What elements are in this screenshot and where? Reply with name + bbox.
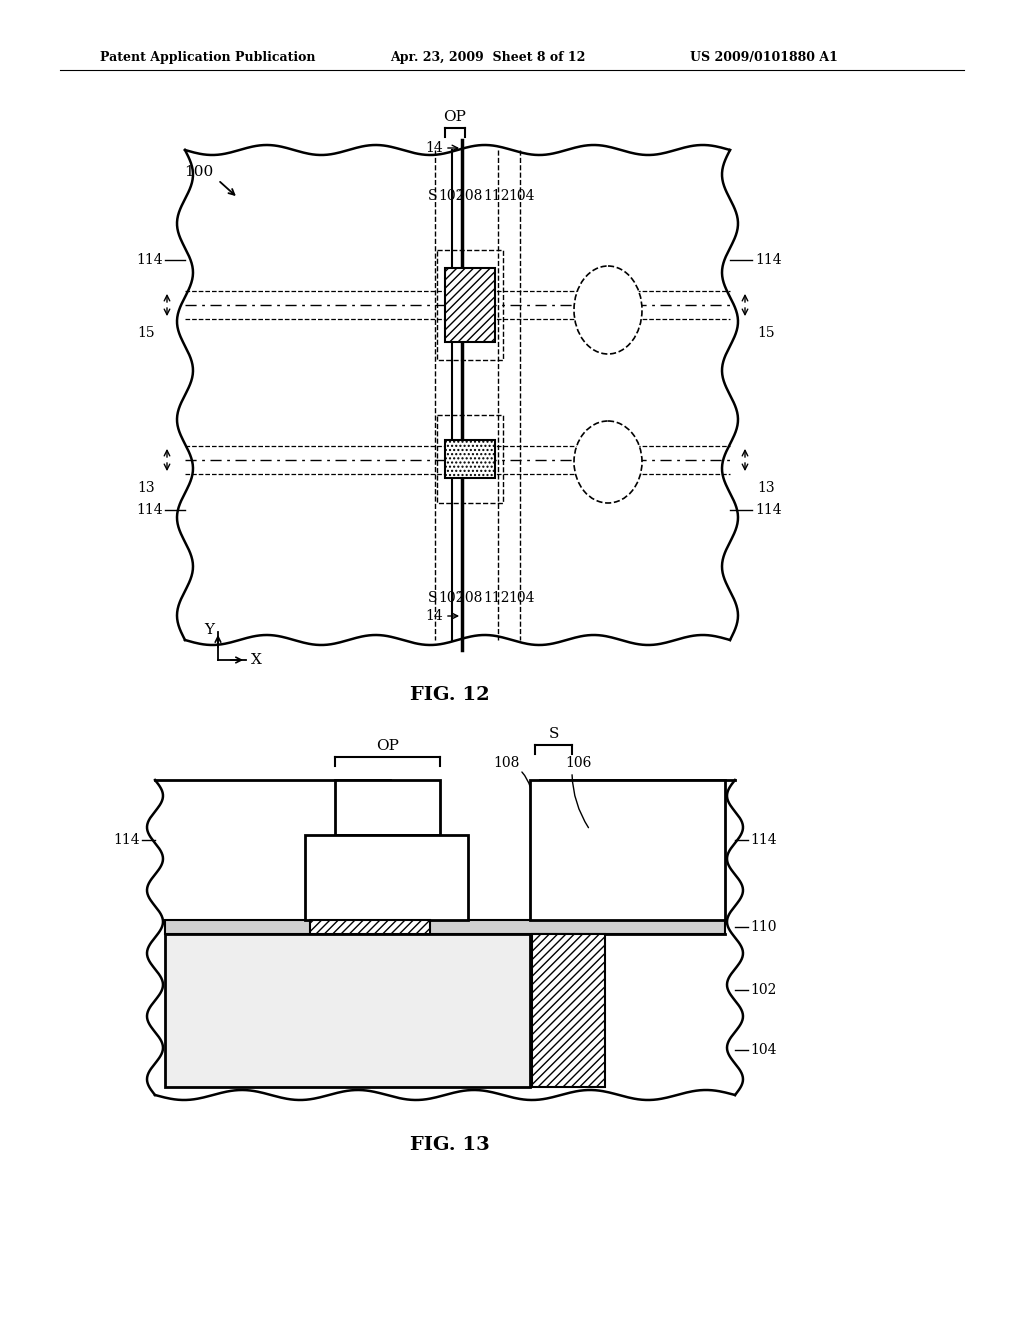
Bar [310,920,430,935]
Text: US 2009/0101880 A1: US 2009/0101880 A1 [690,51,838,65]
Text: 15: 15 [757,326,774,341]
Text: 110: 110 [750,920,776,935]
Text: Apr. 23, 2009  Sheet 8 of 12: Apr. 23, 2009 Sheet 8 of 12 [390,51,586,65]
Text: 114: 114 [755,253,781,267]
Text: FIG. 13: FIG. 13 [411,1137,489,1154]
Bar [445,268,495,342]
Text: S: S [428,189,437,203]
Bar [445,440,495,478]
Bar [335,780,440,836]
Ellipse shape [574,421,642,503]
Text: 108: 108 [494,756,520,770]
Text: 114: 114 [755,503,781,517]
Bar [165,935,530,1086]
Text: 106: 106 [565,756,592,770]
Text: 13: 13 [137,480,155,495]
Bar [165,920,725,935]
Text: 13: 13 [757,480,774,495]
Text: Y: Y [204,623,214,638]
Text: 114: 114 [136,503,163,517]
Text: 14: 14 [425,609,443,623]
Text: 15: 15 [137,326,155,341]
Text: OP: OP [443,110,467,124]
Text: 104: 104 [750,1043,776,1057]
Text: 114: 114 [114,833,140,847]
Text: 112: 112 [483,591,510,605]
Ellipse shape [574,267,642,354]
Text: 114: 114 [136,253,163,267]
Bar [530,780,725,920]
Text: S: S [548,727,559,741]
Text: 104: 104 [509,591,536,605]
Text: Patent Application Publication: Patent Application Publication [100,51,315,65]
Text: S: S [428,591,437,605]
Text: 112: 112 [483,189,510,203]
Text: 102: 102 [438,591,464,605]
Bar [305,836,468,920]
Text: 100: 100 [183,165,213,180]
Bar [532,935,605,1086]
Text: FIG. 12: FIG. 12 [411,686,489,704]
Text: OP: OP [376,739,399,752]
Text: 108: 108 [457,189,483,203]
Bar [437,414,503,503]
Text: 14: 14 [425,141,443,154]
Text: 114: 114 [750,833,776,847]
Text: 104: 104 [509,189,536,203]
Bar [437,249,503,360]
Text: 102: 102 [750,983,776,997]
Text: 108: 108 [457,591,483,605]
Text: 102: 102 [438,189,464,203]
Text: X: X [251,653,261,667]
